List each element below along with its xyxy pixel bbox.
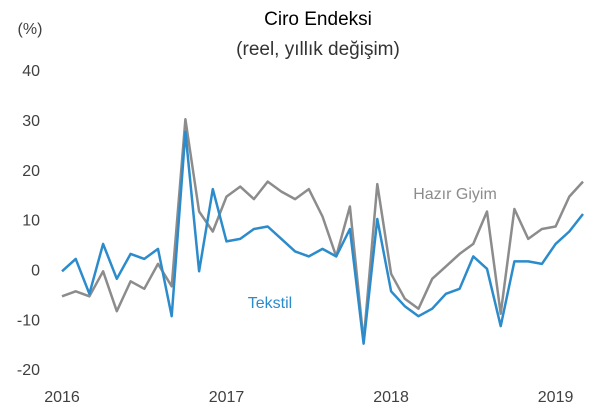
x-tick-label: 2016 — [44, 389, 80, 406]
y-tick-label: -10 — [17, 312, 40, 329]
y-tick-label: 20 — [22, 163, 40, 180]
x-tick-label: 2018 — [373, 389, 409, 406]
line-series — [61, 118, 584, 343]
y-tick-label: 0 — [31, 263, 40, 280]
chart-subtitle: (reel, yıllık değişim) — [236, 39, 400, 60]
y-tick-label: 30 — [22, 113, 40, 130]
x-tick-label: 2017 — [209, 389, 245, 406]
y-tick-label: -20 — [17, 362, 40, 379]
series-label: Tekstil — [248, 295, 292, 312]
y-tick-label: 40 — [22, 63, 40, 80]
y-unit: (%) — [18, 21, 43, 38]
chart-title: Ciro Endeksi — [264, 9, 372, 30]
series-label: Hazır Giyim — [413, 186, 497, 203]
x-tick-label: 2019 — [538, 389, 574, 406]
y-tick-label: 10 — [22, 213, 40, 230]
line-series — [61, 130, 584, 345]
